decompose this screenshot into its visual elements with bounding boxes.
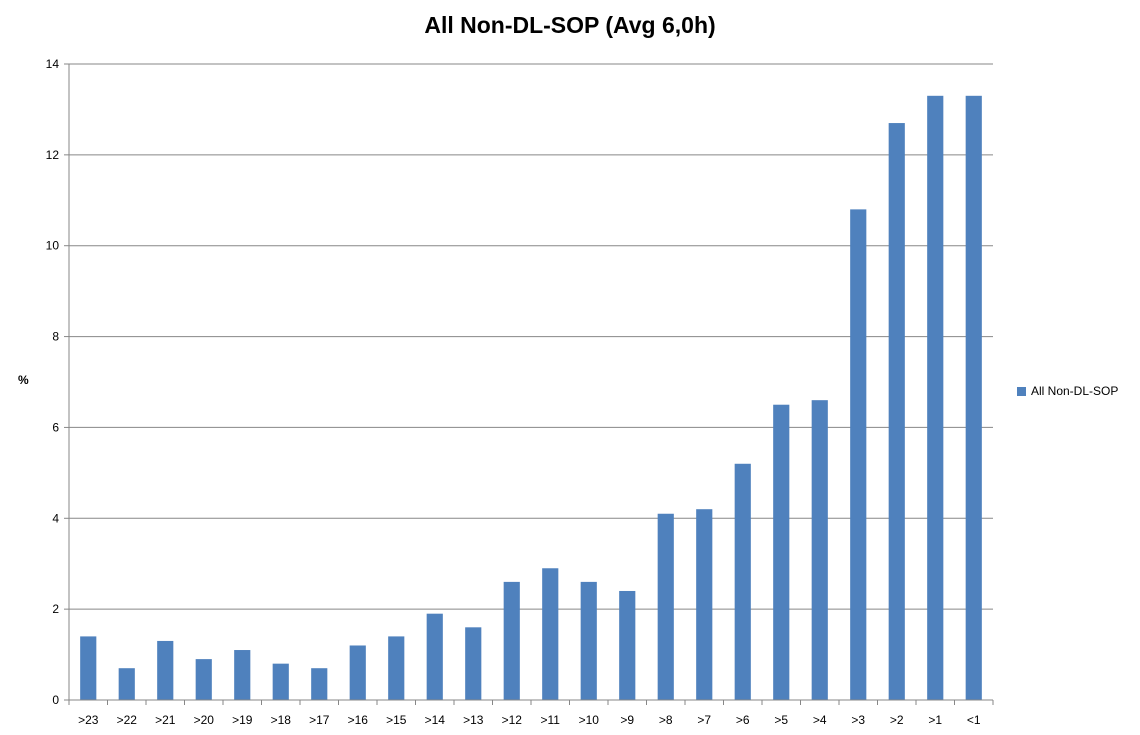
y-tick-label: 8 (52, 330, 59, 344)
x-tick-label: >2 (890, 713, 904, 727)
x-tick-label: >5 (774, 713, 788, 727)
x-tick-label: >1 (928, 713, 942, 727)
x-tick-label: >14 (425, 713, 446, 727)
bar (311, 668, 328, 700)
bar (234, 650, 251, 700)
y-tick-label: 2 (52, 602, 59, 616)
bar (195, 659, 212, 700)
x-tick-label: >9 (620, 713, 634, 727)
bar (850, 209, 867, 700)
y-tick-label: 10 (46, 239, 60, 253)
x-tick-label: >6 (736, 713, 750, 727)
bar (580, 581, 597, 700)
bar (619, 590, 636, 700)
y-tick-label: 6 (52, 420, 59, 434)
x-tick-label: >16 (348, 713, 369, 727)
bar (734, 463, 751, 700)
bar (80, 636, 97, 700)
bar (657, 513, 674, 700)
x-tick-label: >23 (78, 713, 99, 727)
bar (965, 95, 982, 701)
x-tick-label: <1 (967, 713, 981, 727)
bar (773, 404, 790, 700)
x-tick-label: >4 (813, 713, 827, 727)
bar (157, 640, 174, 700)
x-tick-label: >20 (194, 713, 215, 727)
y-tick-label: 14 (46, 57, 60, 71)
legend: All Non-DL-SOP (1017, 384, 1118, 398)
bar (542, 568, 559, 700)
x-tick-label: >12 (502, 713, 523, 727)
bar (888, 123, 905, 701)
y-tick-label: 12 (46, 148, 60, 162)
bar (811, 400, 828, 700)
x-tick-label: >19 (232, 713, 253, 727)
x-tick-label: >8 (659, 713, 673, 727)
x-tick-label: >11 (541, 713, 561, 727)
x-tick-label: >22 (117, 713, 138, 727)
y-axis-label: % (18, 373, 29, 387)
x-tick-label: >17 (309, 713, 330, 727)
y-tick-label: 0 (52, 693, 59, 707)
x-tick-label: >18 (271, 713, 292, 727)
x-tick-label: >15 (386, 713, 407, 727)
bar (388, 636, 405, 700)
bar (465, 627, 482, 700)
x-tick-label: >10 (579, 713, 600, 727)
legend-swatch (1017, 386, 1026, 396)
bar (349, 645, 366, 700)
y-tick-label: 4 (52, 511, 59, 525)
bar (696, 509, 713, 700)
x-tick-label: >21 (155, 713, 176, 727)
x-tick-label: >13 (463, 713, 484, 727)
bar (272, 663, 289, 700)
bar (118, 668, 135, 700)
legend-label: All Non-DL-SOP (1031, 384, 1119, 398)
chart-title: All Non-DL-SOP (Avg 6,0h) (424, 12, 716, 38)
bar (927, 95, 944, 701)
x-tick-label: >3 (851, 713, 865, 727)
x-tick-label: >7 (697, 713, 711, 727)
bar (503, 581, 520, 700)
bar (426, 613, 443, 700)
